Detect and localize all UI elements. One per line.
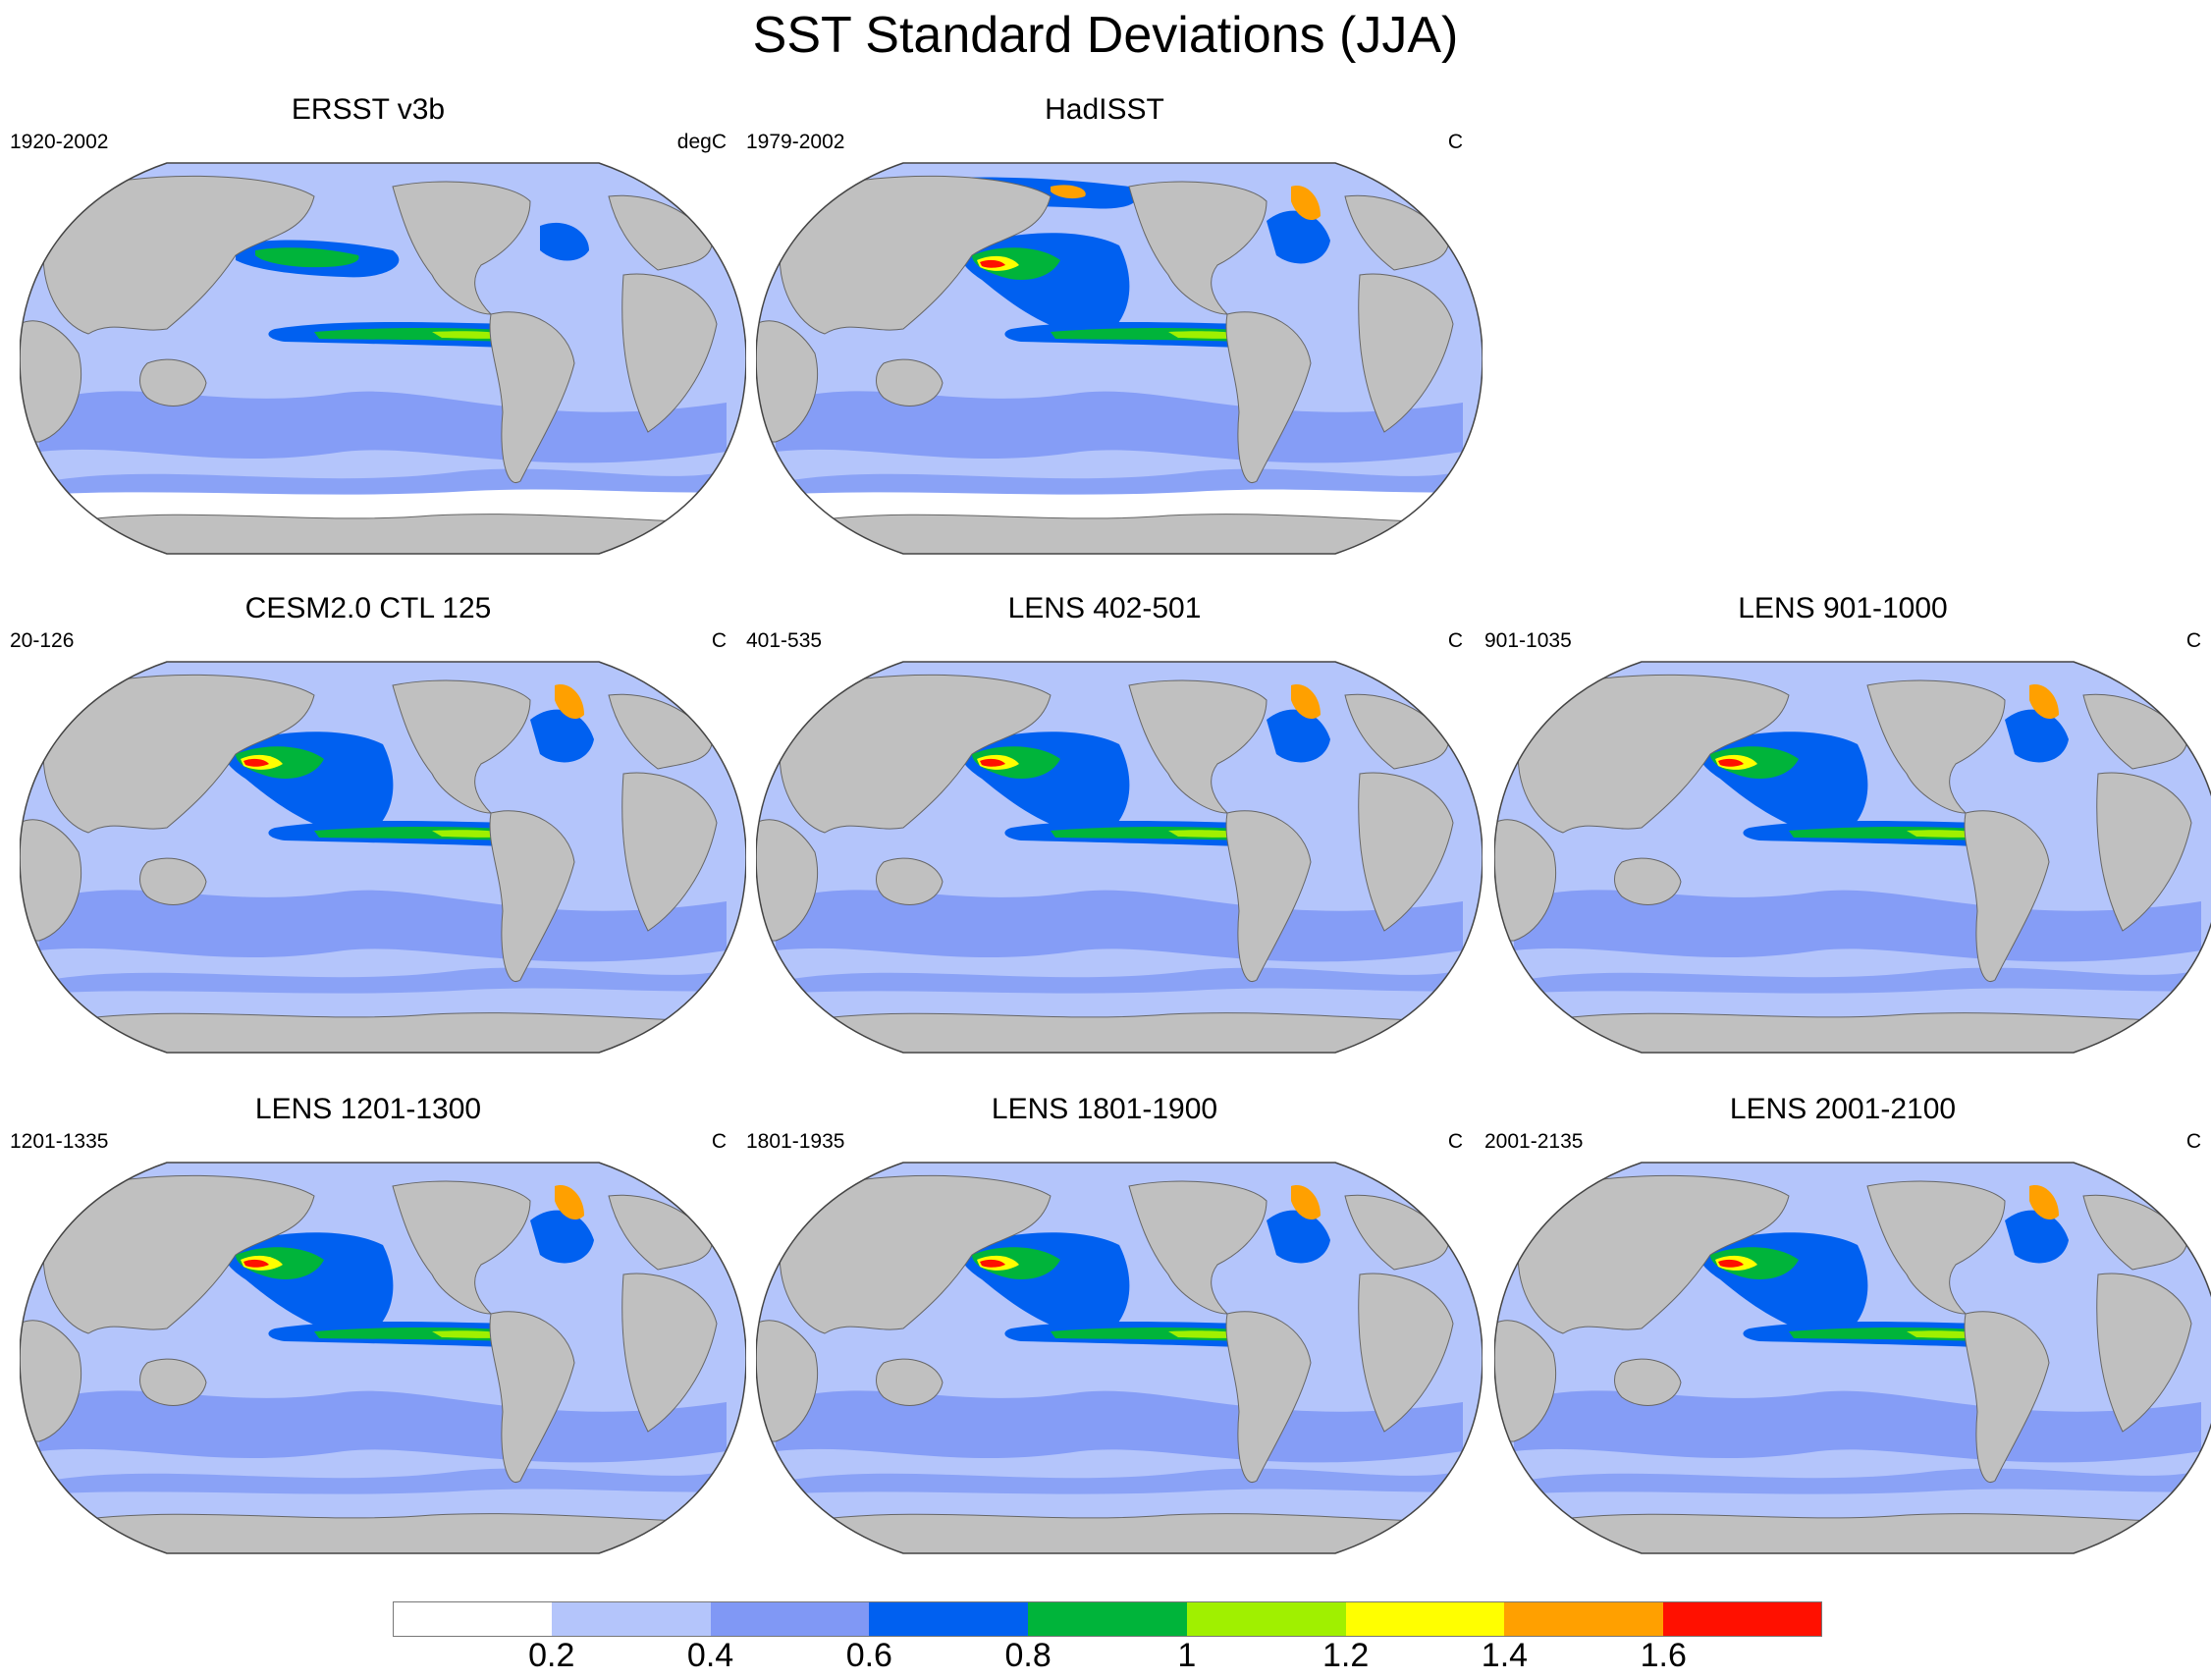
colorbar-tick-label: 1: [1177, 1637, 1197, 1674]
colorbar-segment: [551, 1601, 712, 1637]
colorbar-segment: [1663, 1601, 1823, 1637]
panel-units: C: [1447, 629, 1463, 652]
world-map: [20, 157, 746, 560]
map-panel-cesm2-ctl: CESM2.0 CTL 125 20-126 C: [10, 591, 746, 1054]
world-map: [1494, 1157, 2211, 1559]
colorbar-segment: [710, 1601, 870, 1637]
panel-title: LENS 2001-2100: [1729, 1093, 1957, 1125]
panel-years: 901-1035: [1484, 629, 1572, 652]
map-panel-hadisst: HadISST 1979-2002 C: [746, 92, 1483, 555]
colorbar-tick-label: 1.4: [1481, 1637, 1529, 1674]
world-map: [756, 157, 1483, 560]
colorbar-tick-label: 0.6: [845, 1637, 892, 1674]
colorbar-segment: [869, 1601, 1029, 1637]
colorbar-frame: [393, 1601, 1822, 1637]
world-map: [756, 656, 1483, 1058]
colorbar-tick-label: 0.8: [1004, 1637, 1052, 1674]
world-map: [756, 1157, 1483, 1559]
panel-units: C: [1447, 1130, 1463, 1153]
panel-years: 1801-1935: [746, 1130, 845, 1153]
map-panel-lens-402-501: LENS 402-501 401-535 C: [746, 591, 1483, 1054]
colorbar-segment: [1028, 1601, 1188, 1637]
panel-title: CESM2.0 CTL 125: [244, 592, 492, 624]
colorbar-tick-label: 0.2: [528, 1637, 575, 1674]
colorbar-segment: [1504, 1601, 1664, 1637]
panel-years: 1201-1335: [10, 1130, 109, 1153]
colorbar-segment: [1186, 1601, 1347, 1637]
panel-units: degC: [676, 131, 727, 153]
map-panel-ersst: ERSST v3b 1920-2002 degC: [10, 92, 746, 555]
world-map: [1494, 656, 2211, 1058]
colorbar: [393, 1601, 1823, 1637]
panel-years: 1979-2002: [746, 131, 845, 153]
panel-units: C: [2185, 1130, 2201, 1153]
map-panel-lens-901-1000: LENS 901-1000 901-1035 C: [1484, 591, 2211, 1054]
map-panel-lens-2001-2100: LENS 2001-2100 2001-2135 C: [1484, 1092, 2211, 1554]
panel-title: LENS 901-1000: [1738, 592, 1948, 624]
world-map: [20, 1157, 746, 1559]
panel-units: C: [1447, 131, 1463, 153]
figure-title: SST Standard Deviations (JJA): [752, 7, 1459, 64]
panel-title: LENS 1201-1300: [254, 1093, 482, 1125]
map-panel-lens-1801-1900: LENS 1801-1900 1801-1935 C: [746, 1092, 1483, 1554]
panel-years: 20-126: [10, 629, 75, 652]
map-panel-lens-1201-1300: LENS 1201-1300 1201-1335 C: [10, 1092, 746, 1554]
panel-years: 2001-2135: [1484, 1130, 1584, 1153]
panel-title: HadISST: [1045, 93, 1164, 126]
panel-units: C: [711, 1130, 727, 1153]
panel-years: 401-535: [746, 629, 823, 652]
colorbar-tick-label: 0.4: [686, 1637, 734, 1674]
colorbar-tick-label: 1.6: [1640, 1637, 1687, 1674]
panel-title: ERSST v3b: [291, 93, 446, 126]
panel-title: LENS 1801-1900: [991, 1093, 1218, 1125]
panel-title: LENS 402-501: [1007, 592, 1202, 624]
colorbar-segment: [393, 1601, 553, 1637]
colorbar-segment: [1345, 1601, 1505, 1637]
panel-years: 1920-2002: [10, 131, 109, 153]
panel-units: C: [711, 629, 727, 652]
panel-units: C: [2185, 629, 2201, 652]
colorbar-tick-label: 1.2: [1322, 1637, 1370, 1674]
world-map: [20, 656, 746, 1058]
